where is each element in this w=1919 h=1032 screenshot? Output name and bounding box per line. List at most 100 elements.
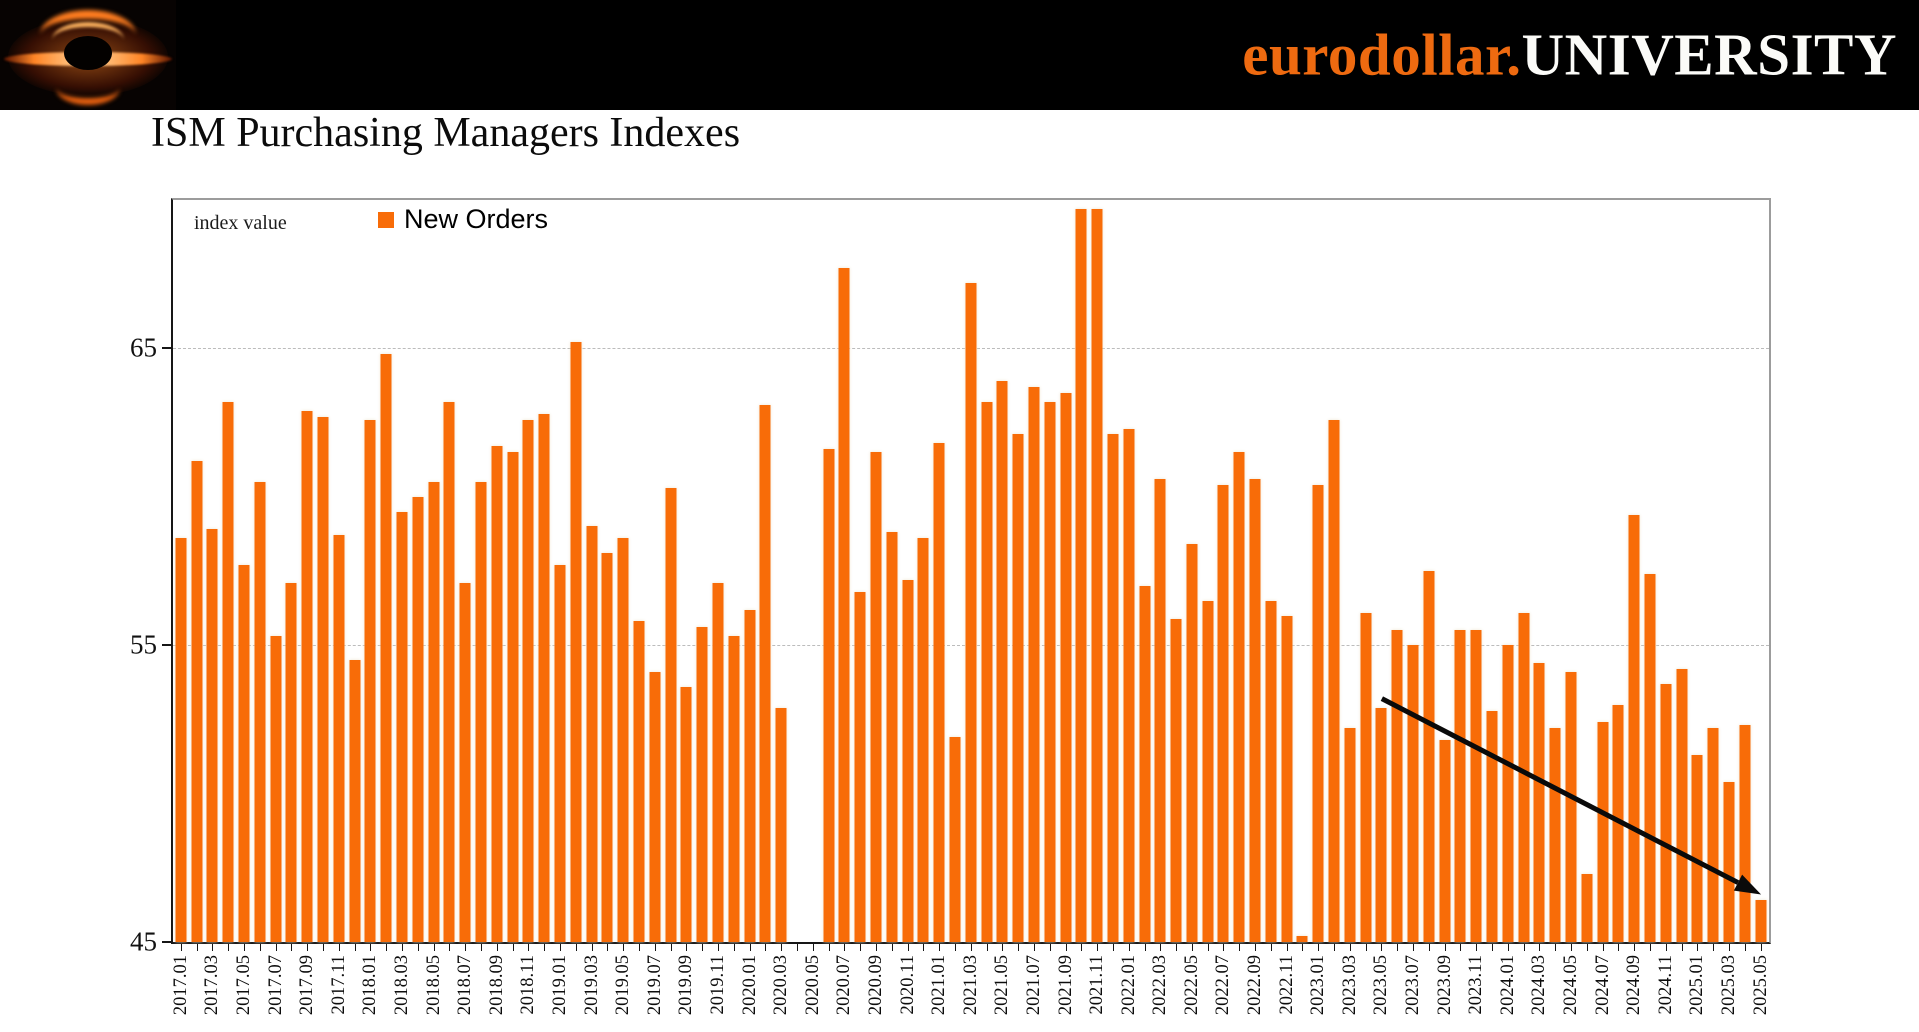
- bar-slot-2017.12: [347, 200, 363, 951]
- bar-2018.03: [396, 511, 408, 942]
- bar-2024.05: [1565, 671, 1577, 942]
- bar-slot-2024.07: 2024.07: [1592, 200, 1612, 1015]
- x-tick-2021.10: [1081, 944, 1083, 951]
- x-tick-label-2022.11: 2022.11: [1276, 955, 1297, 1015]
- x-tick-label-2023.09: 2023.09: [1434, 955, 1455, 1016]
- y-tick-label-45: 45: [130, 926, 157, 957]
- x-tick-2020.06: [828, 944, 830, 951]
- y-tick-45: [162, 941, 171, 943]
- x-tick-2020.11: [907, 944, 909, 951]
- bar-2019.02: [570, 342, 582, 942]
- x-tick-2021.03: [970, 944, 972, 951]
- x-tick-label-2020.01: 2020.01: [739, 955, 760, 1016]
- eurodollar-blackhole-logo-icon: [0, 0, 176, 110]
- bar-slot-2021.06: [1010, 200, 1026, 951]
- x-tick-label-2024.05: 2024.05: [1560, 955, 1581, 1016]
- x-tick-2024.07: [1602, 944, 1604, 951]
- bar-2024.10: [1644, 573, 1656, 942]
- bar-slot-2021.01: 2021.01: [929, 200, 949, 1015]
- bar-slot-2020.08: [852, 200, 868, 951]
- bar-slot-2017.08: [284, 200, 300, 951]
- bar-2019.06: [633, 621, 645, 942]
- bar-slot-2017.05: 2017.05: [234, 200, 254, 1015]
- bar-2017.02: [191, 461, 203, 942]
- x-tick-label-2021.09: 2021.09: [1055, 955, 1076, 1016]
- bar-slot-2022.01: 2022.01: [1118, 200, 1138, 1015]
- x-tick-2021.11: [1097, 944, 1099, 951]
- bar-2020.10: [886, 532, 898, 942]
- bar-2023.03: [1344, 728, 1356, 942]
- bar-slot-2024.04: [1547, 200, 1563, 951]
- x-tick-label-2018.11: 2018.11: [518, 955, 539, 1015]
- bar-2018.10: [507, 452, 519, 942]
- x-tick-label-2021.05: 2021.05: [992, 955, 1013, 1016]
- bar-2021.09: [1060, 392, 1072, 942]
- bar-slot-2021.09: 2021.09: [1055, 200, 1075, 1015]
- bar-2020.12: [917, 538, 929, 942]
- x-tick-label-2020.03: 2020.03: [770, 955, 791, 1016]
- bar-2024.03: [1533, 663, 1545, 942]
- bar-2021.10: [1075, 208, 1087, 942]
- bar-2021.12: [1107, 434, 1119, 942]
- bar-slot-2020.01: 2020.01: [739, 200, 759, 1015]
- x-tick-label-2019.03: 2019.03: [581, 955, 602, 1016]
- bar-slot-2023.03: 2023.03: [1340, 200, 1360, 1015]
- legend: New Orders: [378, 204, 548, 235]
- x-tick-2023.04: [1365, 944, 1367, 951]
- x-tick-label-2018.03: 2018.03: [391, 955, 412, 1016]
- x-tick-label-2017.07: 2017.07: [265, 955, 286, 1016]
- x-tick-2021.08: [1049, 944, 1051, 951]
- bar-2021.08: [1044, 401, 1056, 942]
- y-tick-65: [162, 347, 171, 350]
- brand-university: UNIVERSITY: [1521, 21, 1897, 88]
- x-tick-2020.05: [812, 944, 814, 951]
- x-tick-2019.11: [717, 944, 719, 951]
- bar-2021.03: [965, 283, 977, 942]
- x-tick-label-2023.11: 2023.11: [1465, 955, 1486, 1015]
- bar-2018.11: [522, 419, 534, 942]
- bar-slot-2025.04: [1737, 200, 1753, 951]
- x-tick-label-2018.09: 2018.09: [486, 955, 507, 1016]
- x-tick-label-2024.11: 2024.11: [1655, 955, 1676, 1015]
- bar-2017.03: [206, 529, 218, 942]
- bar-slot-2019.05: 2019.05: [613, 200, 633, 1015]
- x-tick-2023.10: [1460, 944, 1462, 951]
- x-tick-2024.02: [1523, 944, 1525, 951]
- bar-slot-2019.04: [600, 200, 616, 951]
- blackhole-shadow: [64, 36, 112, 70]
- legend-label-new-orders: New Orders: [404, 204, 549, 234]
- bar-2023.06: [1391, 630, 1403, 942]
- bar-slot-2018.10: [505, 200, 521, 951]
- bar-2017.11: [333, 535, 345, 942]
- legend-swatch-new-orders: [378, 211, 394, 228]
- x-tick-label-2021.03: 2021.03: [960, 955, 981, 1016]
- bar-2024.02: [1518, 612, 1530, 942]
- bar-2020.03: [775, 707, 787, 942]
- x-tick-2018.08: [481, 944, 483, 951]
- bar-slot-2024.09: 2024.09: [1624, 200, 1644, 1015]
- bar-slot-2023.09: 2023.09: [1434, 200, 1454, 1015]
- x-tick-label-2023.03: 2023.03: [1339, 955, 1360, 1016]
- x-tick-2019.09: [686, 944, 688, 951]
- bar-slot-2019.06: [631, 200, 647, 951]
- bar-slot-2022.02: [1137, 200, 1153, 951]
- x-tick-2017.10: [323, 944, 325, 951]
- bar-slot-2017.01: 2017.01: [171, 200, 191, 1015]
- bar-2021.02: [949, 737, 961, 942]
- bar-2020.11: [902, 579, 914, 942]
- x-tick-2024.04: [1555, 944, 1557, 951]
- bar-2019.01: [554, 565, 566, 942]
- bar-slot-2024.02: [1516, 200, 1532, 951]
- x-tick-2020.12: [923, 944, 925, 951]
- bar-2022.08: [1233, 452, 1245, 942]
- bar-2022.10: [1265, 600, 1277, 942]
- bar-2020.09: [870, 452, 882, 942]
- bar-2023.07: [1407, 645, 1419, 942]
- bar-slot-2020.02: [757, 200, 773, 951]
- bar-2018.07: [459, 582, 471, 942]
- bar-2018.12: [538, 413, 550, 942]
- bar-slot-2022.09: 2022.09: [1245, 200, 1265, 1015]
- bar-slot-2017.02: [189, 200, 205, 951]
- x-tick-label-2019.11: 2019.11: [707, 955, 728, 1015]
- bar-slot-2020.03: 2020.03: [771, 200, 791, 1015]
